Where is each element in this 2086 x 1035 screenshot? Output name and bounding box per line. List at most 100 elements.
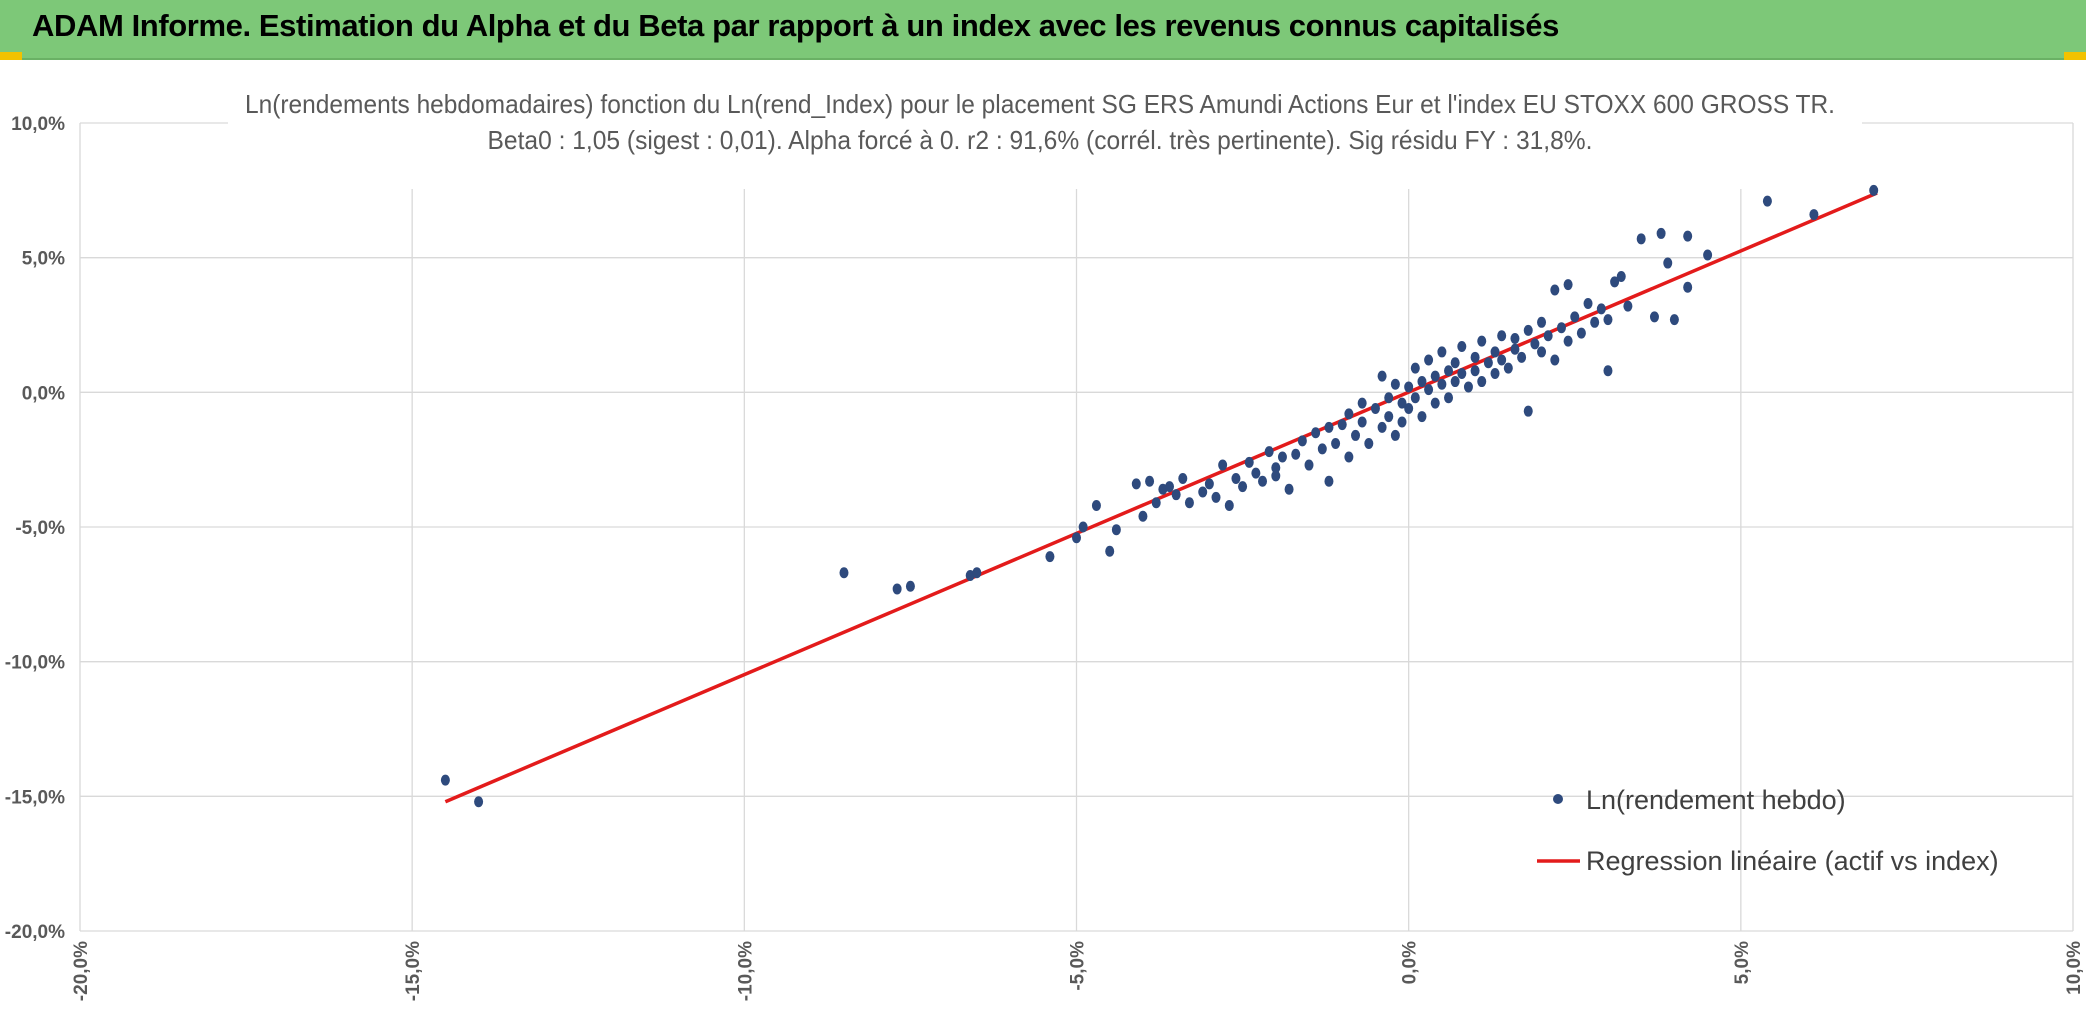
scatter-point <box>1078 521 1088 533</box>
scatter-point <box>1616 271 1626 283</box>
scatter-point <box>1683 281 1693 293</box>
scatter-point <box>1397 397 1407 409</box>
scatter-point <box>1537 316 1547 328</box>
scatter-point <box>1171 489 1181 501</box>
chart-title-line2: Beta0 : 1,05 (sigest : 0,01). Alpha forc… <box>488 125 1593 155</box>
legend-label-scatter: Ln(rendement hebdo) <box>1586 785 1846 815</box>
scatter-point <box>1457 367 1467 379</box>
scatter-point <box>1550 284 1560 296</box>
scatter-point <box>1583 297 1593 309</box>
scatter-point <box>1656 227 1666 239</box>
scatter-point <box>1576 327 1586 339</box>
scatter-point <box>1417 411 1427 423</box>
scatter-point <box>1590 316 1600 328</box>
scatter-point <box>1165 481 1175 493</box>
scatter-point <box>1105 545 1115 557</box>
scatter-point <box>1344 451 1354 463</box>
scatter-point <box>1337 419 1347 431</box>
grid-lines <box>79 122 2074 932</box>
y-tick-label: 0,0% <box>22 383 65 404</box>
scatter-point <box>1424 354 1434 366</box>
scatter-point <box>1809 209 1819 221</box>
scatter-point <box>1437 346 1447 358</box>
scatter-point <box>1178 473 1188 485</box>
scatter-point <box>1762 195 1772 207</box>
chart-area: 10,0% 5,0% 0,0% -5,0% -10,0% -15,0% -20,0% -20,… <box>0 60 2086 1035</box>
scatter-point <box>1610 276 1620 288</box>
scatter-point <box>1603 314 1613 326</box>
corner-accent-right <box>2064 52 2086 60</box>
scatter-point <box>1111 524 1121 536</box>
scatter-point <box>1271 470 1281 482</box>
scatter-point <box>1497 354 1507 366</box>
scatter-chart: 10,0% 5,0% 0,0% -5,0% -10,0% -15,0% -20,0% -20,… <box>5 84 2085 1001</box>
scatter-point <box>1523 324 1533 336</box>
scatter-point <box>1437 378 1447 390</box>
y-tick-label: 5,0% <box>22 249 65 270</box>
y-tick-label: -10,0% <box>5 653 65 674</box>
scatter-point <box>972 567 982 579</box>
axis-labels: 10,0% 5,0% 0,0% -5,0% -10,0% -15,0% -20,0% -20,… <box>5 114 2085 1001</box>
scatter-points <box>440 184 1879 808</box>
scatter-point <box>474 796 484 808</box>
scatter-point <box>1457 341 1467 353</box>
scatter-point <box>1550 354 1560 366</box>
scatter-point <box>1131 478 1141 490</box>
scatter-point <box>1477 335 1487 347</box>
scatter-point <box>1138 510 1148 522</box>
scatter-point <box>1623 300 1633 312</box>
scatter-point <box>1284 483 1294 495</box>
scatter-point <box>1311 427 1321 439</box>
scatter-point <box>839 567 849 579</box>
scatter-point <box>1404 381 1414 393</box>
corner-accent-left <box>0 52 22 60</box>
title-banner: ADAM Informe. Estimation du Alpha et du … <box>0 0 2086 60</box>
scatter-point <box>1264 446 1274 458</box>
scatter-point <box>1517 351 1527 363</box>
legend-marker-scatter <box>1553 794 1563 804</box>
scatter-point <box>1523 405 1533 417</box>
scatter-point <box>1470 365 1480 377</box>
scatter-point <box>1497 330 1507 342</box>
regression-line-group <box>444 191 1878 804</box>
scatter-point <box>1570 311 1580 323</box>
scatter-point <box>1231 473 1241 485</box>
scatter-point <box>1377 421 1387 433</box>
scatter-point <box>1384 411 1394 423</box>
scatter-point <box>1537 346 1547 358</box>
x-tick-label: -10,0% <box>735 941 756 1001</box>
report-title: ADAM Informe. Estimation du Alpha et du … <box>32 8 1559 43</box>
scatter-point <box>1596 303 1606 315</box>
scatter-point <box>1091 499 1101 511</box>
scatter-point <box>1291 448 1301 460</box>
scatter-point <box>1390 378 1400 390</box>
scatter-point <box>1224 499 1234 511</box>
scatter-point <box>1277 451 1287 463</box>
chart-title-line1: Ln(rendements hebdomadaires) fonction du… <box>245 89 1835 119</box>
scatter-point <box>1636 233 1646 245</box>
scatter-point <box>1324 475 1334 487</box>
scatter-point <box>1663 257 1673 269</box>
scatter-point <box>1463 381 1473 393</box>
scatter-point <box>1490 346 1500 358</box>
scatter-point <box>1238 481 1248 493</box>
scatter-point <box>1244 456 1254 468</box>
scatter-point <box>1404 402 1414 414</box>
scatter-point <box>1184 497 1194 509</box>
scatter-point <box>1450 357 1460 369</box>
scatter-point <box>1530 338 1540 350</box>
x-tick-label: -20,0% <box>71 941 92 1001</box>
scatter-point <box>1297 435 1307 447</box>
scatter-point <box>1683 230 1693 242</box>
scatter-point <box>1317 443 1327 455</box>
scatter-point <box>1869 184 1879 196</box>
scatter-point <box>1503 362 1513 374</box>
scatter-point <box>1477 376 1487 388</box>
x-tick-label: 5,0% <box>1732 941 1753 984</box>
scatter-point <box>1649 311 1659 323</box>
scatter-point <box>1258 475 1268 487</box>
scatter-point <box>1351 429 1361 441</box>
scatter-point <box>1563 279 1573 291</box>
x-tick-label: 0,0% <box>1400 941 1421 984</box>
x-tick-label: -15,0% <box>403 941 424 1001</box>
